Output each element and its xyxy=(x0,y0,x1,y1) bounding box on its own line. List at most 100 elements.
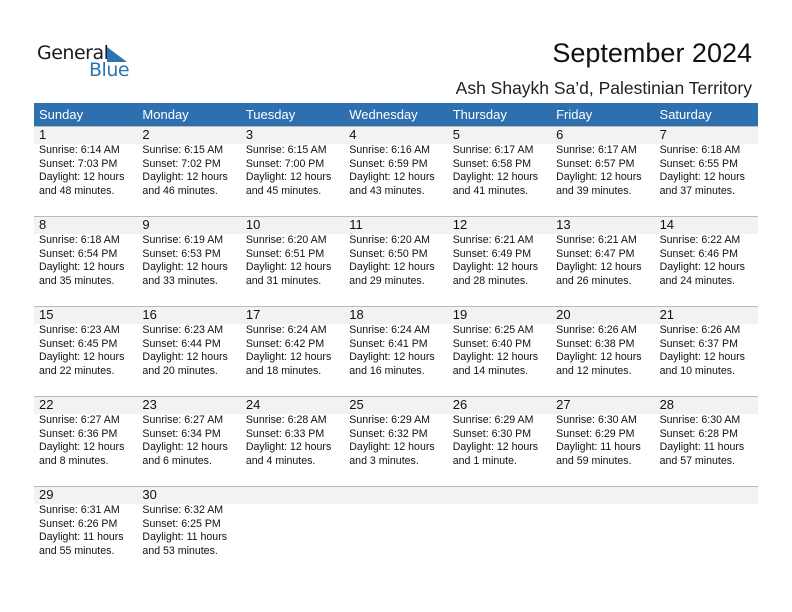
day-cell: 1 Sunrise: 6:14 AM Sunset: 7:03 PM Daylight… xyxy=(34,126,137,216)
day-info: Sunrise: 6:24 AM Sunset: 6:41 PM Daylight:… xyxy=(349,324,434,378)
daylight2-text: and 55 minutes. xyxy=(39,544,115,557)
sunrise-text: Sunrise: 6:26 AM xyxy=(659,324,741,336)
day-number: 9 xyxy=(142,217,150,232)
day-cell: 23 Sunrise: 6:27 AM Sunset: 6:34 PM Dayligh… xyxy=(137,396,240,486)
logo-text-general: General xyxy=(37,42,109,64)
day-number: 23 xyxy=(142,397,157,412)
daylight2-text: and 37 minutes. xyxy=(659,184,735,197)
daylight1-text: Daylight: 12 hours xyxy=(245,351,332,363)
daylight1-text: Daylight: 12 hours xyxy=(349,441,435,453)
day-number: 1 xyxy=(39,127,47,142)
sunset-text: Sunset: 6:45 PM xyxy=(39,337,118,350)
daylight1-text: Daylight: 12 hours xyxy=(659,261,745,273)
day-cell: 19 Sunrise: 6:25 AM Sunset: 6:40 PM Dayligh… xyxy=(448,306,551,396)
sunset-text: Sunset: 7:00 PM xyxy=(245,157,325,170)
daylight1-text: Daylight: 12 hours xyxy=(659,351,745,363)
day-info: Sunrise: 6:15 AM Sunset: 7:00 PM Daylight:… xyxy=(246,144,331,198)
sunrise-text: Sunrise: 6:20 AM xyxy=(245,234,327,246)
day-cell: 30 Sunrise: 6:32 AM Sunset: 6:25 PM Dayligh… xyxy=(137,486,240,576)
day-number: 13 xyxy=(556,217,571,232)
daylight1-text: Daylight: 12 hours xyxy=(142,441,228,453)
sunrise-text: Sunrise: 6:29 AM xyxy=(452,414,534,426)
day-number: 21 xyxy=(659,307,675,322)
day-cell: 17 Sunrise: 6:24 AM Sunset: 6:42 PM Dayligh… xyxy=(241,306,344,396)
daylight2-text: and 28 minutes. xyxy=(452,274,529,287)
daylight2-text: and 29 minutes. xyxy=(349,274,425,287)
daylight2-text: and 22 minutes. xyxy=(39,364,115,377)
day-info: Sunrise: 6:31 AM Sunset: 6:26 PM Daylight:… xyxy=(39,504,124,558)
day-info: Sunrise: 6:26 AM Sunset: 6:37 PM Daylight:… xyxy=(660,324,745,378)
day-cell: 21 Sunrise: 6:26 AM Sunset: 6:37 PM Dayligh… xyxy=(655,306,758,396)
logo: General Blue xyxy=(37,42,137,82)
daylight1-text: Daylight: 12 hours xyxy=(452,261,539,273)
sunrise-text: Sunrise: 6:15 AM xyxy=(245,144,327,156)
week-row: 29 Sunrise: 6:31 AM Sunset: 6:26 PM Dayligh… xyxy=(34,486,758,576)
week-row: 22 Sunrise: 6:27 AM Sunset: 6:36 PM Dayligh… xyxy=(34,396,758,486)
daylight2-text: and 24 minutes. xyxy=(659,274,735,287)
week-row: 8 Sunrise: 6:18 AM Sunset: 6:54 PM Daylight… xyxy=(34,216,758,306)
daylight2-text: and 46 minutes. xyxy=(142,184,218,197)
sunrise-text: Sunrise: 6:22 AM xyxy=(659,234,741,246)
day-cell: 20 Sunrise: 6:26 AM Sunset: 6:38 PM Dayligh… xyxy=(551,306,654,396)
day-info: Sunrise: 6:14 AM Sunset: 7:03 PM Daylight:… xyxy=(39,144,124,198)
day-number: 4 xyxy=(349,127,357,142)
weekday-sunday: Sunday xyxy=(39,107,84,122)
day-info: Sunrise: 6:21 AM Sunset: 6:47 PM Daylight:… xyxy=(556,234,641,288)
sunset-text: Sunset: 6:59 PM xyxy=(349,157,428,170)
daylight1-text: Daylight: 12 hours xyxy=(349,261,435,273)
day-cell: 4 Sunrise: 6:16 AM Sunset: 6:59 PM Daylight… xyxy=(344,126,447,216)
sunrise-text: Sunrise: 6:23 AM xyxy=(39,324,120,336)
daylight1-text: Daylight: 12 hours xyxy=(452,351,539,363)
day-cell: 5 Sunrise: 6:17 AM Sunset: 6:58 PM Daylight… xyxy=(448,126,551,216)
daylight1-text: Daylight: 12 hours xyxy=(556,171,642,183)
day-number: 25 xyxy=(349,397,364,412)
day-cell: 26 Sunrise: 6:29 AM Sunset: 6:30 PM Dayligh… xyxy=(448,396,551,486)
day-number: 16 xyxy=(142,307,157,322)
day-cell: 6 Sunrise: 6:17 AM Sunset: 6:57 PM Daylight… xyxy=(551,126,654,216)
daylight2-text: and 12 minutes. xyxy=(556,364,632,377)
sunset-text: Sunset: 6:25 PM xyxy=(142,517,221,530)
sunrise-text: Sunrise: 6:24 AM xyxy=(245,324,327,336)
day-info: Sunrise: 6:30 AM Sunset: 6:29 PM Daylight:… xyxy=(556,414,641,468)
day-number: 20 xyxy=(556,307,571,322)
day-cell: 27 Sunrise: 6:30 AM Sunset: 6:29 PM Dayligh… xyxy=(551,396,654,486)
day-number: 14 xyxy=(659,217,675,232)
location-subtitle: Ash Shaykh Sa’d, Palestinian Territory xyxy=(455,78,752,98)
day-cell: 29 Sunrise: 6:31 AM Sunset: 6:26 PM Dayligh… xyxy=(34,486,137,576)
day-cell: 7 Sunrise: 6:18 AM Sunset: 6:55 PM Daylight… xyxy=(655,126,758,216)
week-band xyxy=(34,396,758,414)
day-cell: 15 Sunrise: 6:23 AM Sunset: 6:45 PM Dayligh… xyxy=(34,306,137,396)
day-info: Sunrise: 6:18 AM Sunset: 6:55 PM Daylight:… xyxy=(660,144,745,198)
day-info: Sunrise: 6:27 AM Sunset: 6:34 PM Daylight:… xyxy=(142,414,227,468)
day-info: Sunrise: 6:23 AM Sunset: 6:44 PM Daylight:… xyxy=(142,324,227,378)
day-info: Sunrise: 6:29 AM Sunset: 6:32 PM Daylight:… xyxy=(349,414,434,468)
daylight2-text: and 6 minutes. xyxy=(142,454,212,467)
daylight2-text: and 35 minutes. xyxy=(39,274,115,287)
daylight1-text: Daylight: 11 hours xyxy=(39,531,124,543)
sunset-text: Sunset: 7:02 PM xyxy=(142,157,221,170)
day-number: 8 xyxy=(39,217,47,232)
daylight2-text: and 10 minutes. xyxy=(659,364,735,377)
day-cell: 22 Sunrise: 6:27 AM Sunset: 6:36 PM Dayligh… xyxy=(34,396,137,486)
weekday-thursday: Thursday xyxy=(452,107,507,122)
weekday-header: Sunday Monday Tuesday Wednesday Thursday Frid… xyxy=(34,103,758,126)
weekday-monday: Monday xyxy=(142,107,189,122)
daylight1-text: Daylight: 12 hours xyxy=(245,261,332,273)
day-number: 17 xyxy=(245,307,261,322)
sunrise-text: Sunrise: 6:26 AM xyxy=(556,324,637,336)
day-info: Sunrise: 6:20 AM Sunset: 6:51 PM Daylight:… xyxy=(246,234,331,288)
daylight2-text: and 31 minutes. xyxy=(245,274,322,287)
daylight1-text: Daylight: 11 hours xyxy=(659,441,745,453)
day-cell: 25 Sunrise: 6:29 AM Sunset: 6:32 PM Dayligh… xyxy=(344,396,447,486)
sunset-text: Sunset: 6:47 PM xyxy=(556,247,635,260)
daylight1-text: Daylight: 12 hours xyxy=(452,171,539,183)
sunset-text: Sunset: 6:28 PM xyxy=(659,427,738,440)
week-band xyxy=(34,216,758,234)
sunrise-text: Sunrise: 6:18 AM xyxy=(39,234,120,246)
daylight2-text: and 14 minutes. xyxy=(452,364,529,377)
day-number: 12 xyxy=(452,217,468,232)
sunset-text: Sunset: 6:58 PM xyxy=(452,157,532,170)
sunset-text: Sunset: 6:53 PM xyxy=(142,247,221,260)
daylight1-text: Daylight: 11 hours xyxy=(142,531,228,543)
sunrise-text: Sunrise: 6:21 AM xyxy=(452,234,534,246)
